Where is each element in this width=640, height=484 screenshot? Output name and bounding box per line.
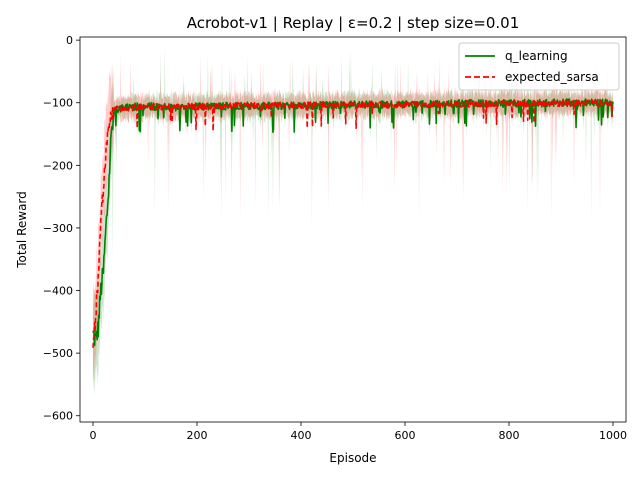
y-axis-ticks: 0 −100 −200 −300 −400 −500 −600 <box>43 34 80 423</box>
y-tick-label: −200 <box>43 159 73 172</box>
x-tick-label: 1000 <box>599 429 627 442</box>
legend-box <box>458 42 620 91</box>
x-tick-label: 600 <box>395 429 416 442</box>
y-tick-label: −300 <box>43 222 73 235</box>
y-tick-label: 0 <box>66 34 73 47</box>
series-lines <box>92 98 614 348</box>
x-tick-label: 200 <box>187 429 208 442</box>
y-tick-label: −600 <box>43 410 73 423</box>
y-tick-label: −500 <box>43 347 73 360</box>
plot-frame <box>79 36 627 423</box>
y-tick-label: −400 <box>43 285 73 298</box>
y-tick-label: −100 <box>43 97 73 110</box>
x-tick-label: 0 <box>90 429 97 442</box>
legend-label-expected-sarsa: expected_sarsa <box>505 70 599 84</box>
x-axis-ticks: 0 200 400 600 800 1000 <box>90 422 627 442</box>
chart-title: Acrobot-v1 | Replay | ε=0.2 | step size=… <box>187 14 520 32</box>
band-q-learning <box>93 46 613 396</box>
uncertainty-bands <box>93 46 613 396</box>
x-tick-label: 800 <box>499 429 520 442</box>
legend-label-q-learning: q_learning <box>505 49 568 63</box>
x-axis-label: Episode <box>329 451 376 465</box>
x-tick-label: 400 <box>291 429 312 442</box>
line-expected-sarsa <box>92 99 614 348</box>
legend: q_learning expected_sarsa <box>458 42 620 91</box>
y-axis-label: Total Reward <box>15 191 29 269</box>
